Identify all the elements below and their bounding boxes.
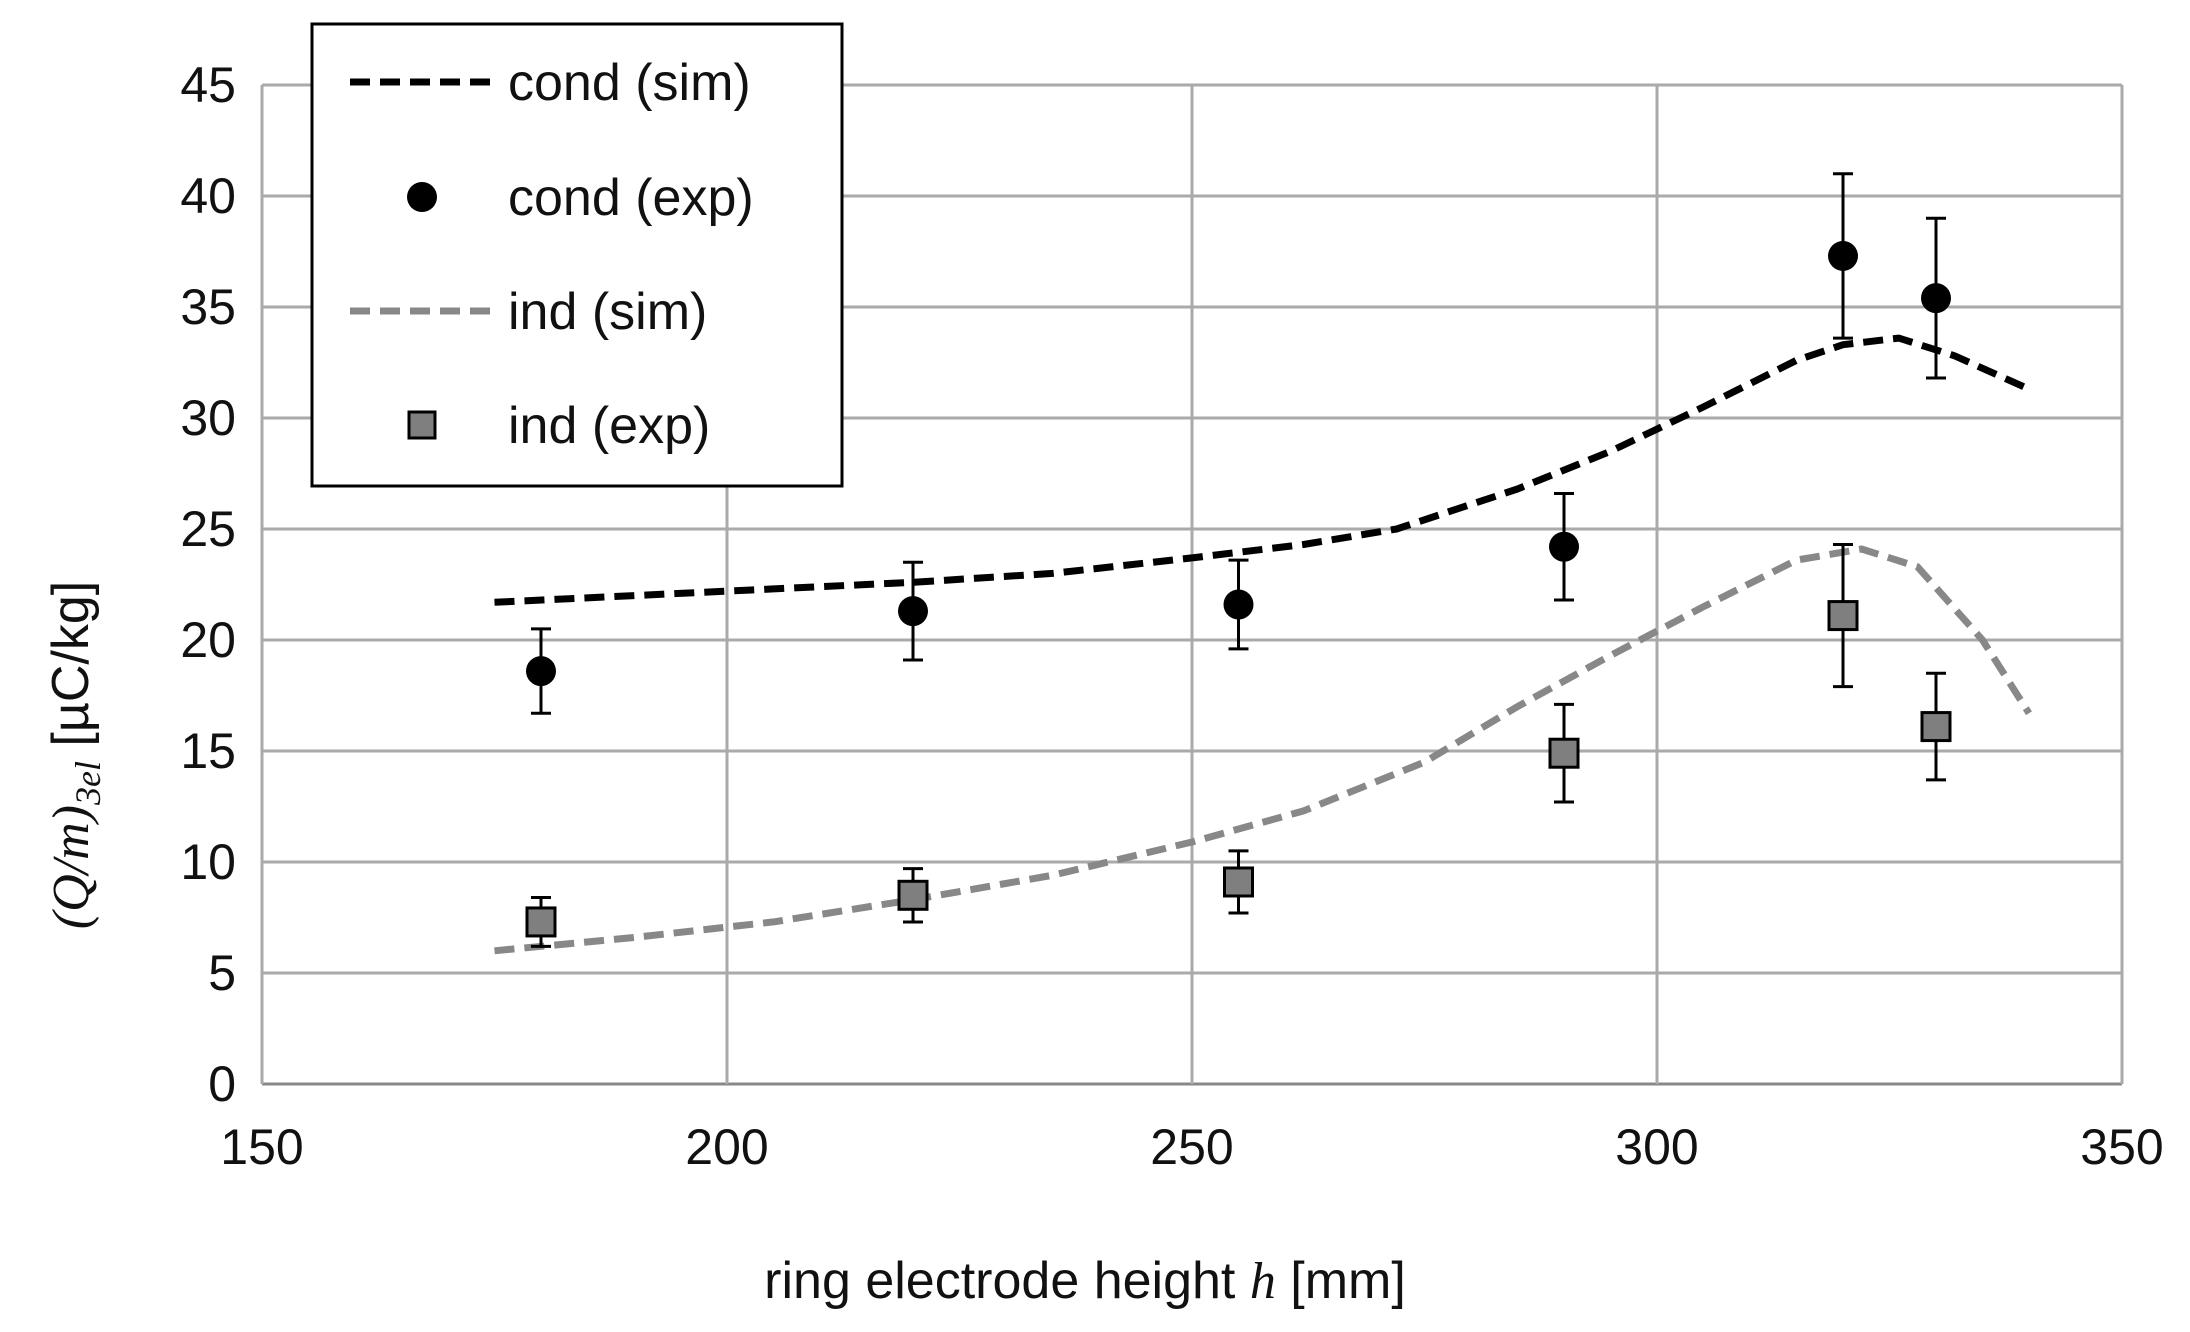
x-tick-label-250: 250 — [1150, 1119, 1233, 1175]
x-axis-variable: h — [1250, 1253, 1276, 1310]
x-tick-label-350: 350 — [2080, 1119, 2163, 1175]
point-cond-exp-290 — [1549, 531, 1579, 562]
point-cond-exp-255 — [1223, 589, 1254, 620]
point-ind-exp-220 — [897, 879, 929, 911]
series-cond-sim — [494, 334, 2031, 606]
x-tick-label-200: 200 — [685, 1119, 768, 1175]
y-tick-label-0: 0 — [208, 1056, 236, 1112]
series-cond-exp — [526, 172, 1951, 715]
series-layer — [494, 172, 2032, 955]
y-tick-label-20: 20 — [180, 612, 236, 668]
point-cond-exp-330 — [1921, 283, 1951, 314]
series-ind-sim — [494, 545, 2032, 955]
series-line-ind-sim — [494, 545, 2032, 955]
y-axis-title: (Q/m)3el [µC/kg] — [42, 581, 108, 929]
y-tick-label-45: 45 — [180, 57, 236, 113]
y-tick-label-25: 25 — [180, 501, 236, 557]
legend-label-cond-exp: cond (exp) — [508, 169, 754, 227]
point-ind-exp-290 — [1548, 737, 1580, 769]
y-tick-labels: 0 5 10 15 20 25 30 35 40 45 — [180, 57, 236, 1112]
series-line-cond-sim — [494, 334, 2031, 606]
y-axis-variable: (Q/m) — [43, 805, 100, 929]
y-tick-label-35: 35 — [180, 279, 236, 335]
point-ind-exp-180 — [525, 906, 557, 938]
point-ind-exp-255 — [1223, 866, 1254, 898]
series-ind-exp — [525, 543, 1952, 948]
legend-label-ind-exp: ind (exp) — [508, 397, 710, 455]
x-tick-label-300: 300 — [1615, 1119, 1698, 1175]
legend-swatch-cond-exp — [407, 182, 437, 212]
legend-label-ind-sim: ind (sim) — [508, 283, 707, 341]
x-tick-labels: 150 200 250 300 350 — [220, 1119, 2163, 1175]
x-tick-label-150: 150 — [220, 1119, 303, 1175]
y-tick-label-5: 5 — [208, 945, 236, 1001]
legend-box — [310, 22, 844, 488]
point-cond-exp-180 — [526, 656, 556, 687]
point-cond-exp-220 — [898, 596, 928, 627]
y-tick-label-30: 30 — [180, 390, 236, 446]
x-axis-title: ring electrode height h [mm] — [764, 1252, 1406, 1310]
legend: cond (sim) cond (exp) ind (sim) ind (exp… — [310, 22, 844, 488]
point-ind-exp-320 — [1827, 600, 1859, 632]
y-tick-label-10: 10 — [180, 834, 236, 890]
legend-swatch-ind-exp — [407, 410, 437, 440]
point-ind-exp-330 — [1920, 711, 1952, 743]
legend-label-cond-sim: cond (sim) — [508, 54, 751, 112]
y-tick-label-15: 15 — [180, 723, 236, 779]
point-cond-exp-320 — [1828, 240, 1858, 271]
y-axis-subscript: 3el — [68, 761, 108, 806]
y-tick-label-40: 40 — [180, 168, 236, 224]
